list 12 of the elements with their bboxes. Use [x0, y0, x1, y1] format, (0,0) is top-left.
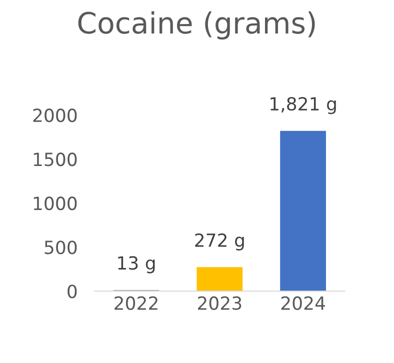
y-tick-label: 1500	[34, 152, 77, 166]
y-tick-label: 500	[44, 240, 77, 254]
chart-title: Cocaine (grams)	[78, 11, 315, 40]
y-tick-label: 1000	[34, 196, 77, 210]
data-label: 1,821 g	[270, 97, 336, 114]
data-label: 272 g	[195, 233, 244, 251]
y-tick-label: 2000	[33, 108, 77, 122]
x-tick-label: 2024	[281, 296, 326, 310]
x-tick-label: 2022	[114, 296, 158, 310]
x-tick-label: 2023	[198, 296, 242, 310]
data-label: 13 g	[118, 256, 155, 274]
y-tick-label: 0	[68, 284, 77, 298]
